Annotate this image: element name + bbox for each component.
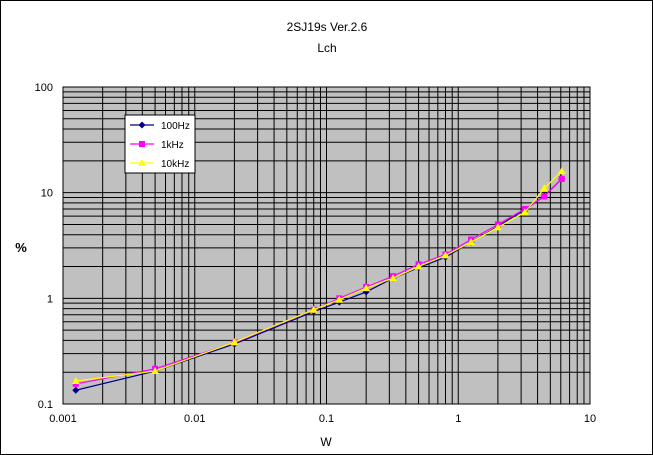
x-tick-label: 0.001 xyxy=(49,413,77,425)
data-point-1khz xyxy=(541,193,548,200)
x-tick-label: 10 xyxy=(584,413,596,425)
legend-item-100hz: 100Hz xyxy=(130,121,190,132)
legend: 100Hz 1kHz 10kHz xyxy=(124,114,196,174)
data-point-10khz xyxy=(389,274,398,282)
x-tick-label: 0.1 xyxy=(319,413,334,425)
legend-label: 100Hz xyxy=(161,121,190,132)
x-tick-labels: 0.001 0.01 0.1 1 10 xyxy=(49,413,596,425)
data-point-10khz xyxy=(230,338,239,346)
data-point-10khz xyxy=(414,262,423,270)
data-point-10khz xyxy=(151,367,160,375)
y-tick-label: 100 xyxy=(35,82,53,94)
data-point-10khz xyxy=(540,184,549,192)
legend-swatch-marker xyxy=(139,141,145,147)
data-point-100hz xyxy=(72,386,80,394)
data-point-10khz xyxy=(309,305,318,313)
legend-label: 1kHz xyxy=(161,140,184,151)
y-tick-label: 0.1 xyxy=(38,399,53,411)
y-axis-label: % xyxy=(15,240,27,255)
plot-border xyxy=(62,86,591,405)
data-point-10khz xyxy=(362,284,371,292)
y-tick-label: 1 xyxy=(47,293,53,305)
legend-item-10khz: 10kHz xyxy=(130,159,189,170)
data-point-10khz xyxy=(557,167,566,175)
data-point-10khz xyxy=(441,251,450,259)
legend-swatch-marker xyxy=(138,159,146,166)
y-tick-label: 10 xyxy=(41,188,53,200)
x-tick-label: 0.01 xyxy=(184,413,205,425)
y-tick-labels: 0.1 1 10 100 xyxy=(35,82,53,411)
legend-swatch-marker xyxy=(138,121,146,129)
series-10khz xyxy=(71,167,566,385)
data-point-10khz xyxy=(467,238,476,246)
data-point-10khz xyxy=(71,377,80,385)
data-point-1khz xyxy=(558,175,565,182)
data-point-10khz xyxy=(520,208,529,216)
series-layer xyxy=(71,167,566,394)
x-tick-label: 1 xyxy=(455,413,461,425)
chart-title: 2SJ19s Ver.2.6 xyxy=(287,20,368,34)
chart-subtitle: Lch xyxy=(317,41,336,55)
legend-label: 10kHz xyxy=(161,159,189,170)
x-axis-label: W xyxy=(320,435,332,449)
data-point-10khz xyxy=(335,295,344,303)
series-line-10khz xyxy=(75,170,563,382)
legend-item-1khz: 1kHz xyxy=(130,140,184,151)
data-point-10khz xyxy=(493,223,502,231)
